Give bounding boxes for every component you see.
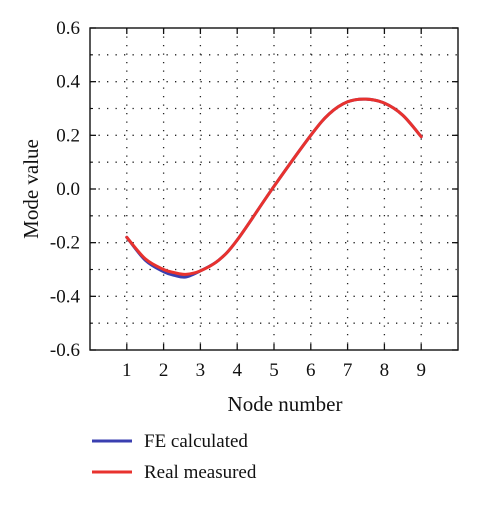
grid-lines bbox=[90, 28, 458, 350]
x-tick-label: 1 bbox=[122, 360, 132, 381]
y-tick-label: 0.2 bbox=[56, 125, 80, 146]
y-tick-label: 0.4 bbox=[56, 72, 80, 93]
plot-frame bbox=[89, 27, 459, 351]
y-tick-label: 0.0 bbox=[56, 179, 80, 200]
y-tick-label: 0.6 bbox=[56, 18, 80, 39]
legend: FE calculated Real measured bbox=[92, 431, 257, 483]
legend-label-fe-calculated: FE calculated bbox=[144, 431, 248, 452]
series-line-real-measured bbox=[125, 97, 423, 276]
x-tick-label: 6 bbox=[306, 360, 316, 381]
x-tick-label: 3 bbox=[196, 360, 206, 381]
x-axis-ticks: 1 2 3 4 5 6 7 8 9 bbox=[122, 28, 426, 381]
y-tick-label: -0.6 bbox=[50, 340, 80, 361]
y-axis-ticks: 0.6 0.4 0.2 0.0 -0.2 -0.4 -0.6 bbox=[50, 18, 458, 361]
y-tick-label: -0.2 bbox=[50, 233, 80, 254]
x-tick-label: 5 bbox=[269, 360, 279, 381]
x-tick-label: 9 bbox=[416, 360, 426, 381]
x-axis-title: Node number bbox=[228, 392, 343, 416]
x-tick-label: 7 bbox=[343, 360, 353, 381]
x-tick-label: 8 bbox=[380, 360, 390, 381]
series-lines bbox=[125, 97, 423, 279]
y-axis-title: Mode value bbox=[19, 139, 43, 239]
x-tick-label: 4 bbox=[232, 360, 242, 381]
y-tick-label: -0.4 bbox=[50, 286, 81, 307]
x-tick-label: 2 bbox=[159, 360, 169, 381]
legend-label-real-measured: Real measured bbox=[144, 462, 257, 483]
